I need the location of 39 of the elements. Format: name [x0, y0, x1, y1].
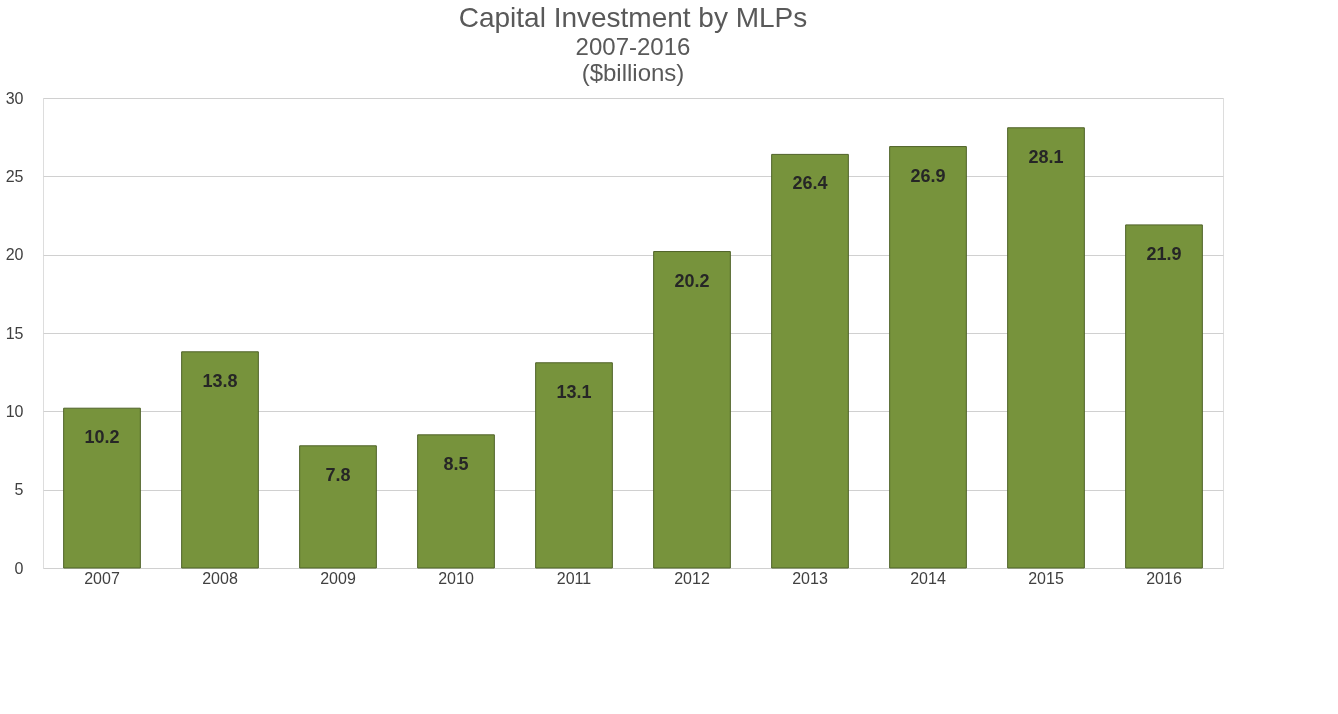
bar [181, 351, 259, 569]
bar [1007, 127, 1085, 569]
data-label: 8.5 [443, 453, 469, 474]
y-tick-label: 5 [14, 481, 24, 499]
x-tick-label: 2010 [438, 569, 474, 587]
data-label: 28.1 [1028, 146, 1064, 167]
data-label: 7.8 [325, 464, 351, 485]
data-label: 26.4 [792, 173, 828, 194]
x-tick-label: 2009 [320, 569, 356, 587]
y-tick-label: 10 [5, 402, 24, 420]
x-tick-label: 2012 [674, 569, 710, 587]
y-tick-label: 20 [5, 246, 24, 264]
bar [1125, 224, 1203, 569]
bar [653, 251, 731, 569]
bar [771, 153, 849, 569]
bar [299, 445, 377, 569]
bar [63, 407, 141, 569]
y-tick-label: 30 [5, 89, 24, 107]
x-tick-label: 2007 [84, 569, 120, 587]
x-tick-label: 2011 [556, 569, 592, 587]
chart-subtitle: 2007-2016 ($billions) [575, 33, 691, 86]
x-tick-label: 2008 [202, 569, 238, 587]
data-label: 13.8 [202, 370, 238, 391]
bar [535, 362, 613, 569]
chart-title: Capital Investment by MLPs [458, 2, 808, 33]
x-tick-label: 2013 [792, 569, 828, 587]
x-tick-label: 2015 [1028, 569, 1064, 587]
y-tick-label: 15 [5, 324, 24, 342]
data-label: 21.9 [1146, 243, 1182, 264]
y-tick-label: 0 [14, 559, 24, 577]
data-label: 10.2 [84, 427, 120, 448]
bar [417, 434, 495, 569]
data-label: 13.1 [556, 381, 592, 402]
y-tick-label: 25 [5, 167, 24, 185]
x-tick-label: 2014 [910, 569, 946, 587]
bar [889, 146, 967, 569]
data-label: 26.9 [910, 165, 946, 186]
x-tick-label: 2016 [1146, 569, 1182, 587]
data-label: 20.2 [674, 270, 710, 291]
